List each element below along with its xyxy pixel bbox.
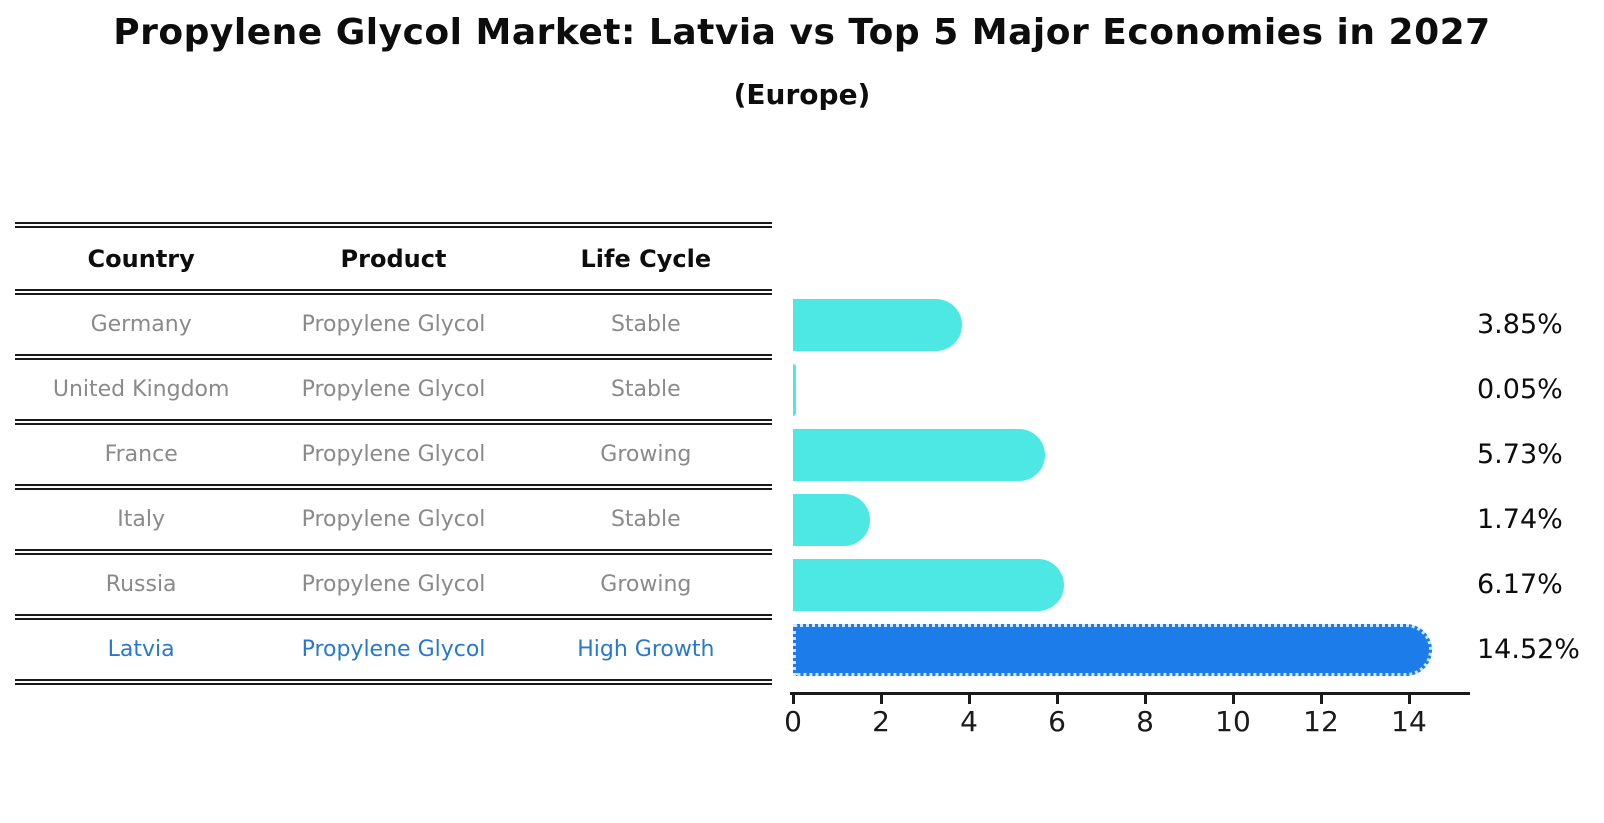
- table-row-latvia: Latvia Propylene Glycol High Growth: [15, 620, 772, 679]
- x-tick-label-2: 2: [872, 705, 890, 738]
- value-label-latvia: 14.52%: [1477, 633, 1580, 665]
- table-header-row: Country Product Life Cycle: [15, 228, 772, 289]
- bar-united-kingdom: [793, 363, 796, 416]
- x-tick-0: [792, 695, 795, 704]
- x-tick-label-14: 14: [1391, 705, 1427, 738]
- value-label-france: 5.73%: [1477, 438, 1563, 470]
- bar-germany: [793, 298, 963, 351]
- x-tick-label-8: 8: [1136, 705, 1154, 738]
- value-label-italy: 1.74%: [1477, 503, 1563, 535]
- table-row-italy: Italy Propylene Glycol Stable: [15, 490, 772, 549]
- country-cell: United Kingdom: [52, 377, 230, 402]
- x-tick-label-0: 0: [784, 705, 802, 738]
- country-cell: France: [104, 442, 178, 467]
- row-divider: [15, 354, 772, 360]
- product-cell: Propylene Glycol: [301, 637, 486, 662]
- table-row-france: France Propylene Glycol Growing: [15, 425, 772, 484]
- life-cycle-cell: High Growth: [577, 637, 715, 662]
- value-label-russia: 6.17%: [1477, 568, 1563, 600]
- table-border-top: [15, 222, 772, 228]
- life-cycle-cell: Growing: [600, 442, 692, 467]
- bar-italy: [793, 493, 870, 546]
- column-header-product: Product: [340, 244, 447, 273]
- table-row-russia: Russia Propylene Glycol Growing: [15, 555, 772, 614]
- chart-subtitle: (Europe): [733, 78, 871, 111]
- row-divider: [15, 484, 772, 490]
- country-table: Country Product Life Cycle Germany Propy…: [15, 222, 772, 685]
- life-cycle-cell: Stable: [610, 312, 681, 337]
- life-cycle-cell: Stable: [610, 507, 681, 532]
- product-cell: Propylene Glycol: [301, 377, 486, 402]
- country-cell: Germany: [90, 312, 192, 337]
- x-tick-4: [968, 695, 971, 704]
- bar-france: [793, 428, 1046, 481]
- x-tick-label-4: 4: [960, 705, 978, 738]
- row-divider: [15, 419, 772, 425]
- row-divider: [15, 614, 772, 620]
- value-label-germany: 3.85%: [1477, 308, 1563, 340]
- x-tick-14: [1408, 695, 1411, 704]
- row-divider: [15, 549, 772, 555]
- x-tick-2: [880, 695, 883, 704]
- product-cell: Propylene Glycol: [301, 507, 486, 532]
- country-cell: Latvia: [107, 637, 175, 662]
- x-tick-12: [1320, 695, 1323, 704]
- bar-russia: [793, 558, 1065, 611]
- x-tick-6: [1056, 695, 1059, 704]
- life-cycle-cell: Growing: [600, 572, 692, 597]
- column-header-life-cycle: Life Cycle: [580, 244, 712, 273]
- product-cell: Propylene Glycol: [301, 572, 486, 597]
- country-cell: Russia: [105, 572, 177, 597]
- table-row-germany: Germany Propylene Glycol Stable: [15, 295, 772, 354]
- x-tick-10: [1232, 695, 1235, 704]
- table-row-united-kingdom: United Kingdom Propylene Glycol Stable: [15, 360, 772, 419]
- chart-title: Propylene Glycol Market: Latvia vs Top 5…: [113, 12, 1491, 53]
- x-tick-label-12: 12: [1303, 705, 1339, 738]
- table-border-bottom: [15, 679, 772, 685]
- x-tick-label-6: 6: [1048, 705, 1066, 738]
- product-cell: Propylene Glycol: [301, 312, 486, 337]
- table-header-divider: [15, 289, 772, 295]
- x-tick-label-10: 10: [1215, 705, 1251, 738]
- x-tick-8: [1144, 695, 1147, 704]
- value-label-united-kingdom: 0.05%: [1477, 373, 1563, 405]
- bar-latvia: [793, 623, 1432, 676]
- x-axis-line: [790, 692, 1470, 695]
- country-cell: Italy: [117, 507, 166, 532]
- column-header-country: Country: [87, 244, 195, 273]
- product-cell: Propylene Glycol: [301, 442, 486, 467]
- life-cycle-cell: Stable: [610, 377, 681, 402]
